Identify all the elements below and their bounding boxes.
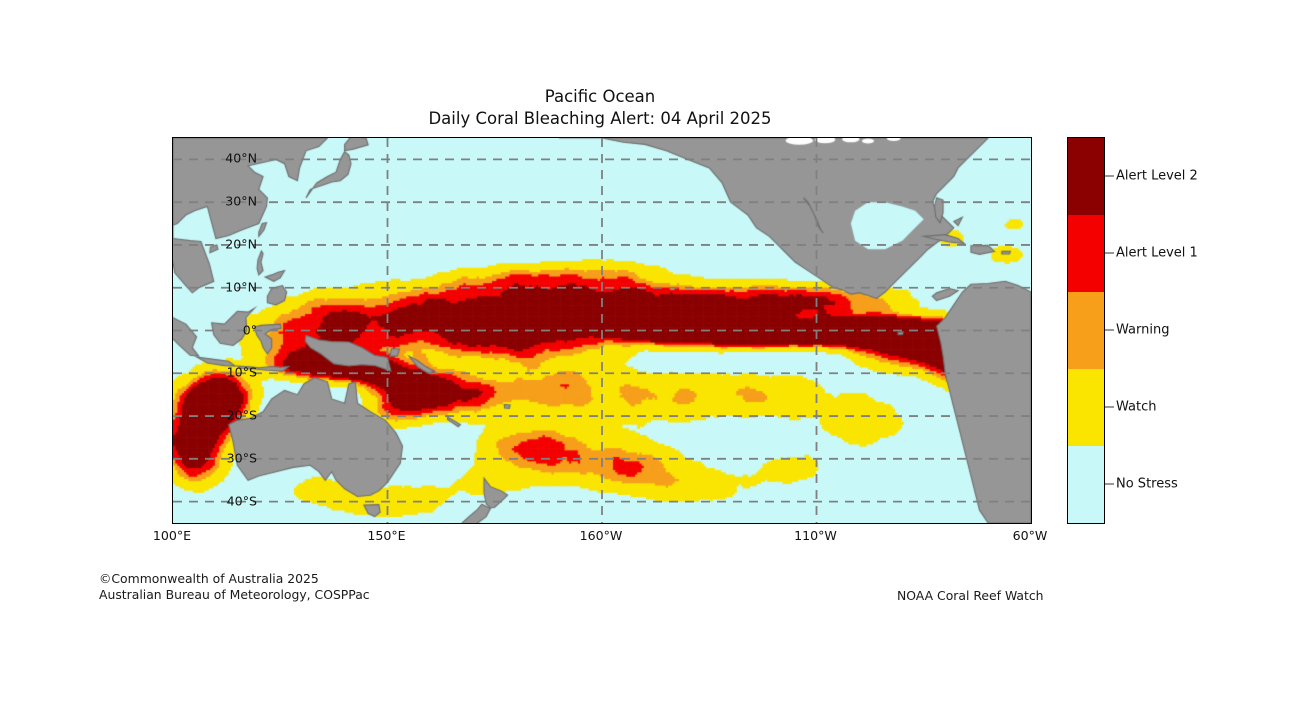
colorbar-label: Watch [1116,399,1157,414]
title-region: Pacific Ocean [544,87,656,106]
footer-copyright: ©Commonwealth of Australia 2025 [99,571,319,586]
x-tick-label: 60°W [1012,528,1048,543]
page-title: Pacific Ocean Daily Coral Bleaching Aler… [0,86,1200,130]
y-tick-label: 40°N [225,150,257,166]
y-tick-label: 40°S [226,493,257,509]
footer-data-source: NOAA Coral Reef Watch [897,588,1044,603]
footer-agency: Australian Bureau of Meteorology, COSPPa… [99,587,370,602]
colorbar-label: Warning [1116,322,1170,337]
colorbar-swatch [1068,369,1104,446]
colorbar-tick [1105,406,1114,407]
footer-attribution: ©Commonwealth of Australia 2025 Australi… [99,571,370,603]
y-tick-label: 20°N [225,236,257,252]
colorbar-tick [1105,252,1114,253]
colorbar-tick [1105,483,1114,484]
x-tick-label: 150°E [367,528,406,543]
alert-level-colorbar [1067,137,1105,524]
y-tick-label: 0° [242,322,257,337]
colorbar-label: Alert Level 2 [1116,168,1198,183]
colorbar-label: No Stress [1116,476,1178,491]
x-tick-label: 160°W [579,528,623,543]
colorbar-swatch [1068,292,1104,369]
map-raster [173,138,1031,523]
x-tick-label: 100°E [152,528,192,543]
x-tick-label: 110°W [794,528,837,543]
colorbar-tick [1105,329,1114,330]
title-product-date: Daily Coral Bleaching Alert: 04 April 20… [428,109,772,128]
y-tick-label: 30°N [225,193,257,209]
map-plot-area [172,137,1032,524]
y-tick-label: 20°S [226,407,257,423]
y-tick-label: 10°N [225,279,257,295]
colorbar-tick [1105,175,1114,176]
y-tick-label: 10°S [226,364,257,380]
colorbar-swatch [1068,446,1104,523]
colorbar-swatch [1068,138,1104,215]
y-tick-label: 30°S [226,450,257,466]
colorbar-swatch [1068,215,1104,292]
colorbar-label: Alert Level 1 [1116,245,1198,260]
